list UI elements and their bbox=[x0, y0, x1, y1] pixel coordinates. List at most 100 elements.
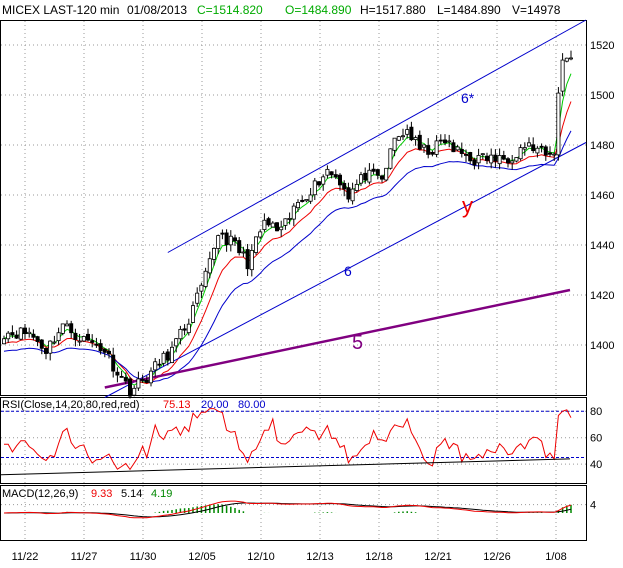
x-tick-label: 12/21 bbox=[424, 551, 452, 563]
candle-body bbox=[86, 333, 91, 341]
candle-body bbox=[224, 232, 229, 246]
candle-body bbox=[44, 347, 49, 354]
wave-label-5: 5 bbox=[352, 332, 363, 354]
macd-tick-label: 4 bbox=[590, 500, 596, 512]
candle-body bbox=[548, 152, 553, 155]
candle-body bbox=[245, 249, 250, 270]
x-tick-label: 12/18 bbox=[365, 551, 393, 563]
candle-body bbox=[426, 145, 431, 155]
candle-body bbox=[178, 328, 183, 340]
candle-body bbox=[291, 205, 296, 220]
candle-body bbox=[123, 377, 128, 382]
candle-body bbox=[174, 338, 179, 347]
candle-body bbox=[199, 284, 204, 292]
candle-body bbox=[279, 226, 284, 231]
candle-body bbox=[22, 327, 27, 335]
candle-body bbox=[455, 146, 460, 151]
candle-body bbox=[505, 158, 510, 164]
candle-body bbox=[98, 343, 103, 352]
candle-body bbox=[2, 338, 7, 345]
candle-body bbox=[396, 136, 401, 141]
candle-body bbox=[195, 292, 200, 304]
y-tick-label: 1420 bbox=[590, 290, 614, 302]
candle-body bbox=[375, 169, 380, 176]
candle-body bbox=[132, 387, 137, 396]
candles bbox=[2, 50, 574, 399]
y-tick-label: 1400 bbox=[590, 340, 614, 352]
macd-legend-signal: 5.14 bbox=[121, 488, 142, 500]
candle-body bbox=[337, 174, 342, 186]
rsi-legend-upper: 80.00 bbox=[238, 399, 266, 411]
candle-body bbox=[392, 137, 397, 151]
candle-body bbox=[493, 154, 498, 162]
candle-body bbox=[148, 370, 153, 384]
candle-body bbox=[115, 371, 120, 376]
candle-body bbox=[346, 187, 351, 200]
candle-body bbox=[182, 328, 187, 331]
candle-body bbox=[560, 59, 565, 92]
candle-body bbox=[190, 305, 195, 323]
x-tick-label: 11/27 bbox=[71, 551, 98, 563]
candle-body bbox=[144, 379, 149, 383]
rsi-panel-frame bbox=[0, 397, 587, 484]
candle-body bbox=[564, 57, 569, 62]
candle-body bbox=[253, 236, 258, 253]
candle-body bbox=[556, 92, 561, 156]
candle-body bbox=[237, 240, 242, 254]
header-symbol: MICEX LAST-120 min bbox=[2, 3, 119, 17]
rsi-tick-label: 40 bbox=[590, 459, 602, 471]
candle-body bbox=[535, 147, 540, 154]
candle-body bbox=[249, 250, 254, 271]
y-tick-label: 1520 bbox=[590, 40, 614, 52]
header-close: C=1514.820 bbox=[197, 3, 263, 17]
candle-body bbox=[363, 172, 368, 181]
candle-body bbox=[342, 182, 347, 190]
candle-body bbox=[207, 258, 212, 274]
header-volume: V=14978 bbox=[512, 3, 561, 17]
macd-legend-title: MACD(12,26,9) bbox=[2, 488, 78, 500]
candle-body bbox=[220, 232, 225, 235]
wave-5-trend-line bbox=[104, 288, 571, 389]
candle-body bbox=[35, 336, 40, 342]
candle-body bbox=[69, 323, 74, 334]
x-tick-label: 12/10 bbox=[247, 551, 275, 563]
candle-body bbox=[10, 332, 15, 336]
candle-body bbox=[157, 363, 162, 366]
macd-line bbox=[3, 500, 572, 519]
candle-body bbox=[569, 57, 574, 60]
y-tick-label: 1440 bbox=[590, 240, 614, 252]
macd-legend-macd: 9.33 bbox=[91, 488, 112, 500]
candle-body bbox=[333, 174, 338, 178]
candle-body bbox=[300, 199, 305, 202]
candle-body bbox=[262, 219, 267, 230]
candle-body bbox=[73, 332, 78, 340]
candle-body bbox=[232, 237, 237, 242]
wave-label-y: y bbox=[462, 193, 473, 218]
candle-body bbox=[447, 140, 452, 143]
candle-body bbox=[266, 218, 271, 226]
axis-ticks: 1400 1420 1440 1460 1480 1500 1520 11/22 11/27 11… bbox=[12, 40, 615, 563]
candle-body bbox=[228, 235, 233, 246]
candle-body bbox=[321, 176, 326, 185]
candle-body bbox=[476, 155, 481, 164]
candle-body bbox=[119, 376, 124, 378]
y-tick-label: 1480 bbox=[590, 140, 614, 152]
candle-body bbox=[107, 350, 112, 355]
rsi-line bbox=[4, 408, 572, 471]
rsi-legend-value: 75.13 bbox=[163, 399, 191, 411]
candle-body bbox=[216, 235, 221, 249]
candle-body bbox=[522, 147, 527, 150]
candle-body bbox=[434, 140, 439, 155]
ma-green-line bbox=[3, 73, 572, 386]
candle-body bbox=[388, 148, 393, 169]
y-tick-label: 1460 bbox=[590, 190, 614, 202]
header-open: O=1484.890 bbox=[285, 3, 352, 17]
candle-body bbox=[111, 354, 116, 372]
candle-body bbox=[531, 144, 536, 152]
candle-body bbox=[527, 142, 532, 147]
candle-body bbox=[400, 135, 405, 138]
candle-body bbox=[287, 218, 292, 220]
candle-body bbox=[153, 361, 158, 371]
x-tick-label: 12/26 bbox=[483, 551, 511, 563]
rsi-legend-title: RSI(Close,14,20,80,red,red) bbox=[2, 399, 140, 411]
